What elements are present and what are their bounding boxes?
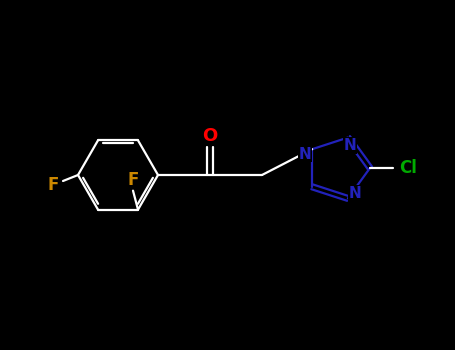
Text: F: F bbox=[127, 171, 139, 189]
Text: N: N bbox=[299, 147, 312, 162]
Text: N: N bbox=[349, 186, 361, 201]
Text: N: N bbox=[344, 138, 356, 153]
Text: F: F bbox=[47, 176, 59, 194]
Text: O: O bbox=[202, 127, 217, 145]
Text: Cl: Cl bbox=[399, 159, 417, 177]
